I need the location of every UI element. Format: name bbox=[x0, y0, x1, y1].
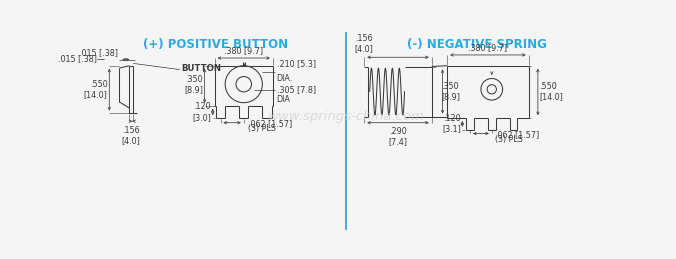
Text: BUTTON: BUTTON bbox=[181, 64, 221, 73]
Text: .305 [7.8]: .305 [7.8] bbox=[276, 85, 316, 94]
Text: www.springs-china.com: www.springs-china.com bbox=[268, 110, 425, 123]
Text: .550
[14.0]: .550 [14.0] bbox=[84, 80, 107, 99]
Text: .156
[4.0]: .156 [4.0] bbox=[122, 126, 141, 145]
Text: (-) NEGATIVE SPRING: (-) NEGATIVE SPRING bbox=[408, 38, 548, 51]
Text: (3) PLS: (3) PLS bbox=[247, 124, 276, 133]
Text: DIA.: DIA. bbox=[276, 74, 293, 83]
Text: (3) PLS: (3) PLS bbox=[495, 135, 523, 144]
Text: (+) POSITIVE BUTTON: (+) POSITIVE BUTTON bbox=[143, 38, 288, 51]
Text: .380 [9.7]: .380 [9.7] bbox=[224, 46, 264, 55]
Text: .550
[14.0]: .550 [14.0] bbox=[539, 82, 563, 102]
Text: .062 [1.57]: .062 [1.57] bbox=[495, 130, 539, 139]
Text: .120
[3.1]: .120 [3.1] bbox=[442, 114, 461, 134]
Text: .015 [.38]—: .015 [.38]— bbox=[58, 54, 105, 63]
Text: DIA: DIA bbox=[276, 95, 291, 104]
Text: .380 [9.7]: .380 [9.7] bbox=[468, 43, 508, 52]
Text: .120
[3.0]: .120 [3.0] bbox=[193, 102, 211, 122]
Text: .015 [.38]: .015 [.38] bbox=[79, 48, 118, 57]
Text: .290
[7.4]: .290 [7.4] bbox=[389, 127, 408, 146]
Text: .210 [5.3]: .210 [5.3] bbox=[276, 59, 316, 68]
Text: .350
[8.9]: .350 [8.9] bbox=[441, 82, 460, 101]
Text: .156
[4.0]: .156 [4.0] bbox=[355, 34, 374, 53]
Text: .350
[8.9]: .350 [8.9] bbox=[184, 75, 203, 94]
Text: .062 [1.57]: .062 [1.57] bbox=[247, 119, 292, 128]
